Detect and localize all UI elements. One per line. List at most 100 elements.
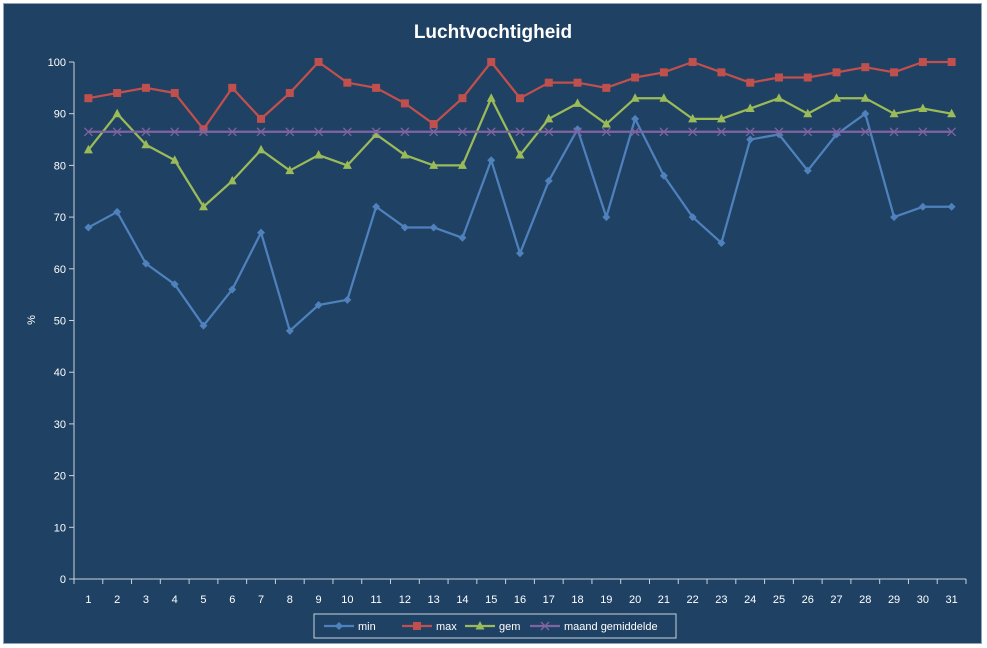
- data-point-max: [458, 94, 467, 103]
- data-point-max: [141, 83, 150, 92]
- data-point-maand-gemiddelde: [429, 127, 439, 137]
- data-point-max: [257, 114, 266, 123]
- series-layer: [83, 58, 957, 335]
- x-tick-label: 19: [600, 594, 612, 606]
- y-tick-label: 30: [54, 419, 66, 431]
- data-point-min: [918, 202, 927, 211]
- data-point-gem: [947, 108, 957, 118]
- data-point-gem: [601, 119, 611, 128]
- data-point-max: [890, 68, 899, 77]
- data-point-gem: [774, 93, 784, 102]
- data-point-min: [861, 109, 870, 118]
- series-max: [84, 58, 956, 134]
- data-point-gem: [515, 150, 525, 159]
- legend-marker-min: [335, 622, 343, 630]
- data-point-maand-gemiddelde: [371, 127, 381, 137]
- y-tick-label: 0: [60, 574, 66, 586]
- data-point-maand-gemiddelde: [630, 127, 640, 137]
- data-point-maand-gemiddelde: [199, 127, 208, 137]
- data-point-max: [918, 58, 927, 66]
- legend-marker-gem: [475, 621, 485, 630]
- data-point-min: [890, 213, 899, 222]
- data-point-min: [631, 114, 640, 123]
- data-point-maand-gemiddelde: [314, 127, 324, 137]
- data-point-max: [113, 89, 122, 98]
- legend-item-gem: gem: [465, 621, 520, 633]
- data-point-min: [257, 228, 266, 237]
- data-point-min: [458, 233, 467, 242]
- data-point-gem: [573, 98, 583, 107]
- data-point-max: [803, 73, 812, 82]
- y-tick-label: 60: [54, 264, 66, 276]
- data-point-gem: [889, 108, 899, 118]
- data-point-gem: [544, 113, 554, 123]
- data-point-gem: [803, 108, 813, 118]
- data-point-maand-gemiddelde: [803, 127, 813, 137]
- data-point-min: [544, 176, 553, 185]
- y-tick-label: 10: [54, 522, 66, 534]
- data-point-min: [285, 326, 294, 335]
- x-tick-label: 27: [830, 594, 842, 606]
- data-point-gem: [83, 144, 93, 154]
- legend-item-max: max: [402, 621, 457, 633]
- data-point-max: [170, 89, 179, 98]
- data-point-max: [832, 68, 841, 77]
- legend-marker-maand-gemiddelde: [540, 621, 550, 631]
- legend-item-maand-gemiddelde: maand gemiddelde: [530, 621, 658, 633]
- x-tick-label: 12: [399, 594, 411, 606]
- x-tick-label: 2: [114, 594, 120, 606]
- data-point-maand-gemiddelde: [745, 127, 755, 137]
- data-point-min: [343, 295, 352, 304]
- data-point-min: [228, 285, 237, 294]
- data-point-maand-gemiddelde: [860, 127, 870, 137]
- x-tick-label: 21: [658, 594, 670, 606]
- data-point-min: [602, 213, 611, 222]
- data-point-gem: [688, 113, 698, 123]
- x-tick-label: 8: [287, 594, 293, 606]
- x-tick-label: 25: [773, 594, 785, 606]
- data-point-maand-gemiddelde: [947, 127, 957, 137]
- data-point-maand-gemiddelde: [227, 127, 237, 137]
- series-min: [84, 109, 956, 335]
- x-tick-label: 1: [85, 594, 91, 606]
- data-point-maand-gemiddelde: [716, 127, 726, 137]
- data-point-max: [199, 125, 208, 134]
- y-tick-label: 100: [48, 57, 66, 69]
- data-point-max: [487, 58, 496, 66]
- x-tick-label: 4: [172, 594, 178, 606]
- x-tick-label: 28: [859, 594, 871, 606]
- data-point-gem: [659, 93, 669, 102]
- data-point-min: [141, 259, 150, 268]
- legend-label-maand-gemiddelde: maand gemiddelde: [564, 621, 658, 633]
- data-point-min: [113, 207, 122, 216]
- data-point-gem: [918, 103, 928, 113]
- series-line-min: [87, 112, 952, 332]
- y-tick-label: 50: [54, 316, 66, 328]
- data-point-maand-gemiddelde: [832, 127, 841, 137]
- data-point-gem: [486, 93, 496, 102]
- x-tick-label: 17: [543, 594, 555, 606]
- legend: min max gem maand gemiddelde: [313, 613, 677, 639]
- data-point-max: [746, 78, 755, 87]
- y-axis-label: %: [26, 315, 38, 325]
- data-point-gem: [285, 165, 295, 175]
- y-tick-label: 40: [54, 367, 66, 379]
- x-tick-label: 7: [258, 594, 264, 606]
- data-point-min: [947, 202, 956, 211]
- data-point-max: [717, 68, 726, 77]
- data-point-gem: [342, 160, 352, 169]
- data-point-max: [314, 58, 323, 66]
- data-point-maand-gemiddelde: [285, 127, 295, 137]
- data-point-max: [573, 78, 582, 87]
- data-point-max: [84, 94, 93, 103]
- data-point-gem: [429, 160, 439, 169]
- data-point-maand-gemiddelde: [141, 127, 151, 137]
- data-point-min: [84, 223, 93, 232]
- data-point-max: [285, 89, 294, 98]
- data-point-gem: [630, 93, 640, 102]
- chart-frame: Luchtvochtigheid % 0 10 20 30 40 50 60 70 80 90 10…: [3, 3, 982, 644]
- x-tick-label: 24: [744, 594, 756, 606]
- legend-marker-max: [413, 622, 421, 630]
- y-tick-label: 90: [54, 109, 66, 121]
